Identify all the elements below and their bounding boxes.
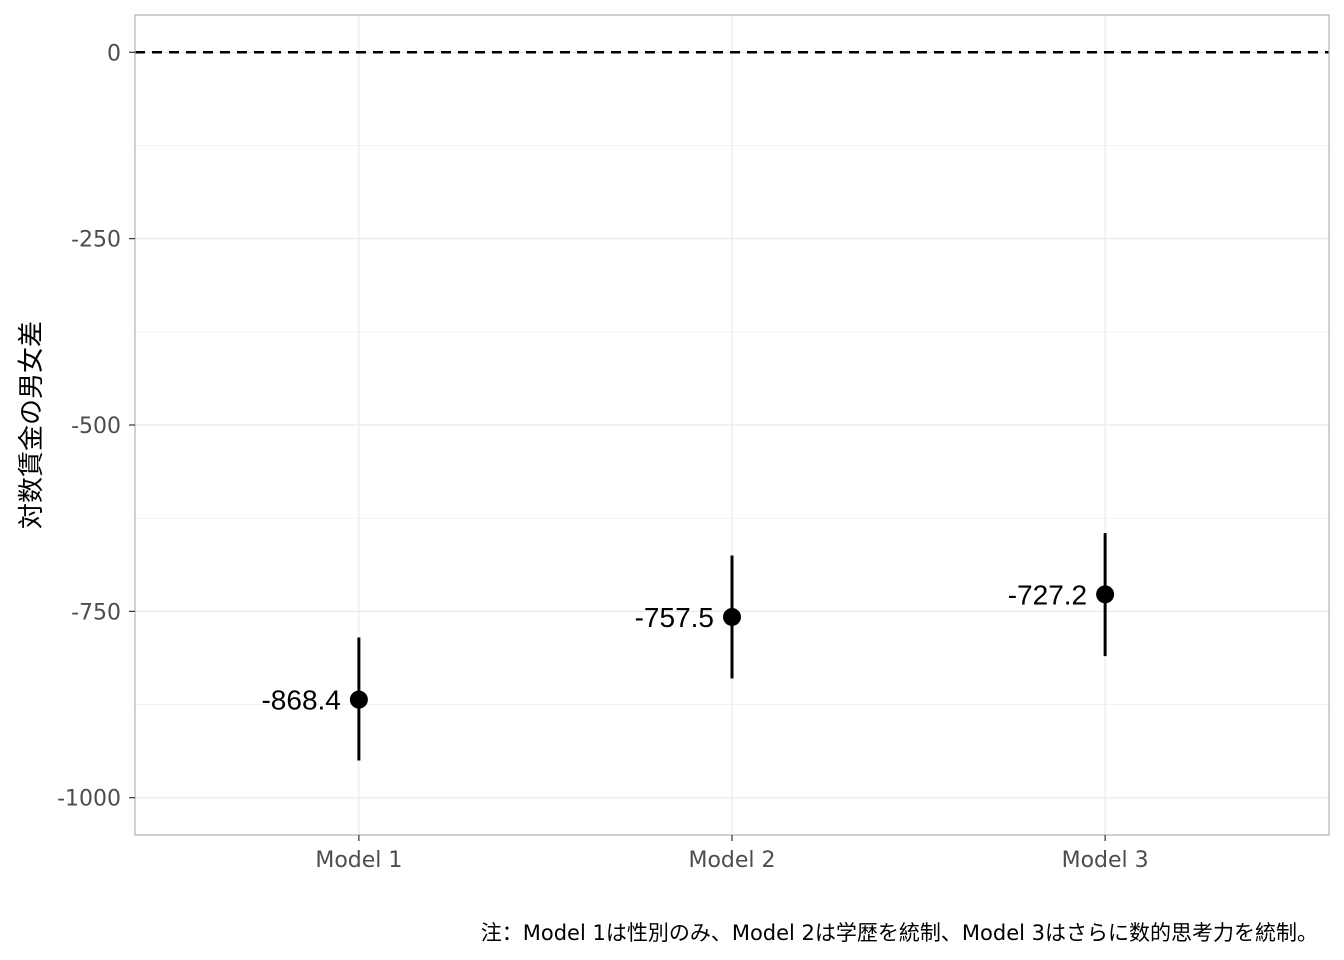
caption-note: 注：Model 1は性別のみ、Model 2は学歴を統制、Model 3はさらに… [481, 921, 1318, 945]
data-label: -868.4 [261, 685, 340, 716]
x-tick-label: Model 1 [315, 848, 402, 873]
axes: 0 -250 -500 -750 -1000 Model 1 Model 2 Model 3 [57, 41, 1149, 873]
y-tick-label: -500 [71, 414, 121, 439]
y-tick-label: -750 [71, 600, 121, 625]
data-point [349, 690, 368, 709]
data-label: -727.2 [1008, 579, 1087, 610]
data-series: -868.4 -757.5 -727.2 [261, 533, 1115, 761]
y-tick-label: 0 [107, 41, 121, 66]
y-axis-title: 対数賃金の男女差 [17, 321, 47, 529]
x-tick-label: Model 2 [688, 848, 775, 873]
y-tick-label: -250 [71, 228, 121, 253]
data-point [1096, 585, 1115, 604]
data-point [723, 607, 741, 626]
y-tick-label: -1000 [57, 787, 121, 812]
x-tick-label: Model 3 [1062, 848, 1149, 873]
data-label: -757.5 [635, 602, 714, 633]
